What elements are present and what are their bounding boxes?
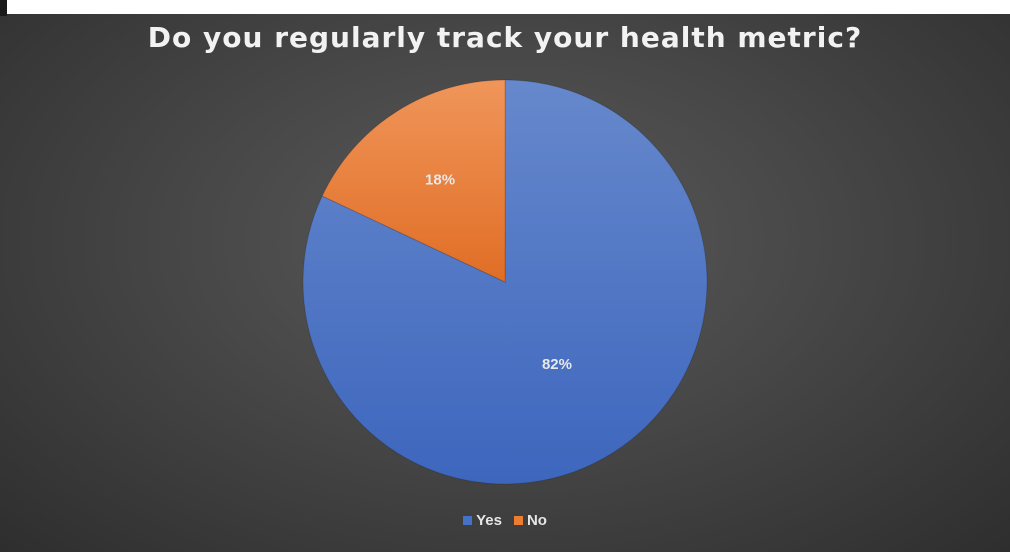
- legend-swatch-no: [513, 516, 523, 525]
- data-label-yes: 82%: [542, 356, 572, 373]
- chart-title: Do you regularly track your health metri…: [147, 21, 863, 54]
- corner-mark: [0, 0, 7, 16]
- pie-slice-yes[interactable]: [302, 79, 708, 485]
- legend-label-yes: Yes: [476, 512, 502, 529]
- legend-label-no: No: [526, 512, 547, 529]
- pie-slice-no[interactable]: [321, 79, 506, 283]
- legend-item-no[interactable]: No: [513, 512, 547, 529]
- data-label-no: 18%: [425, 172, 455, 189]
- legend-item-yes[interactable]: Yes: [463, 512, 502, 529]
- legend: Yes No: [0, 512, 1010, 529]
- legend-swatch-yes: [463, 516, 473, 525]
